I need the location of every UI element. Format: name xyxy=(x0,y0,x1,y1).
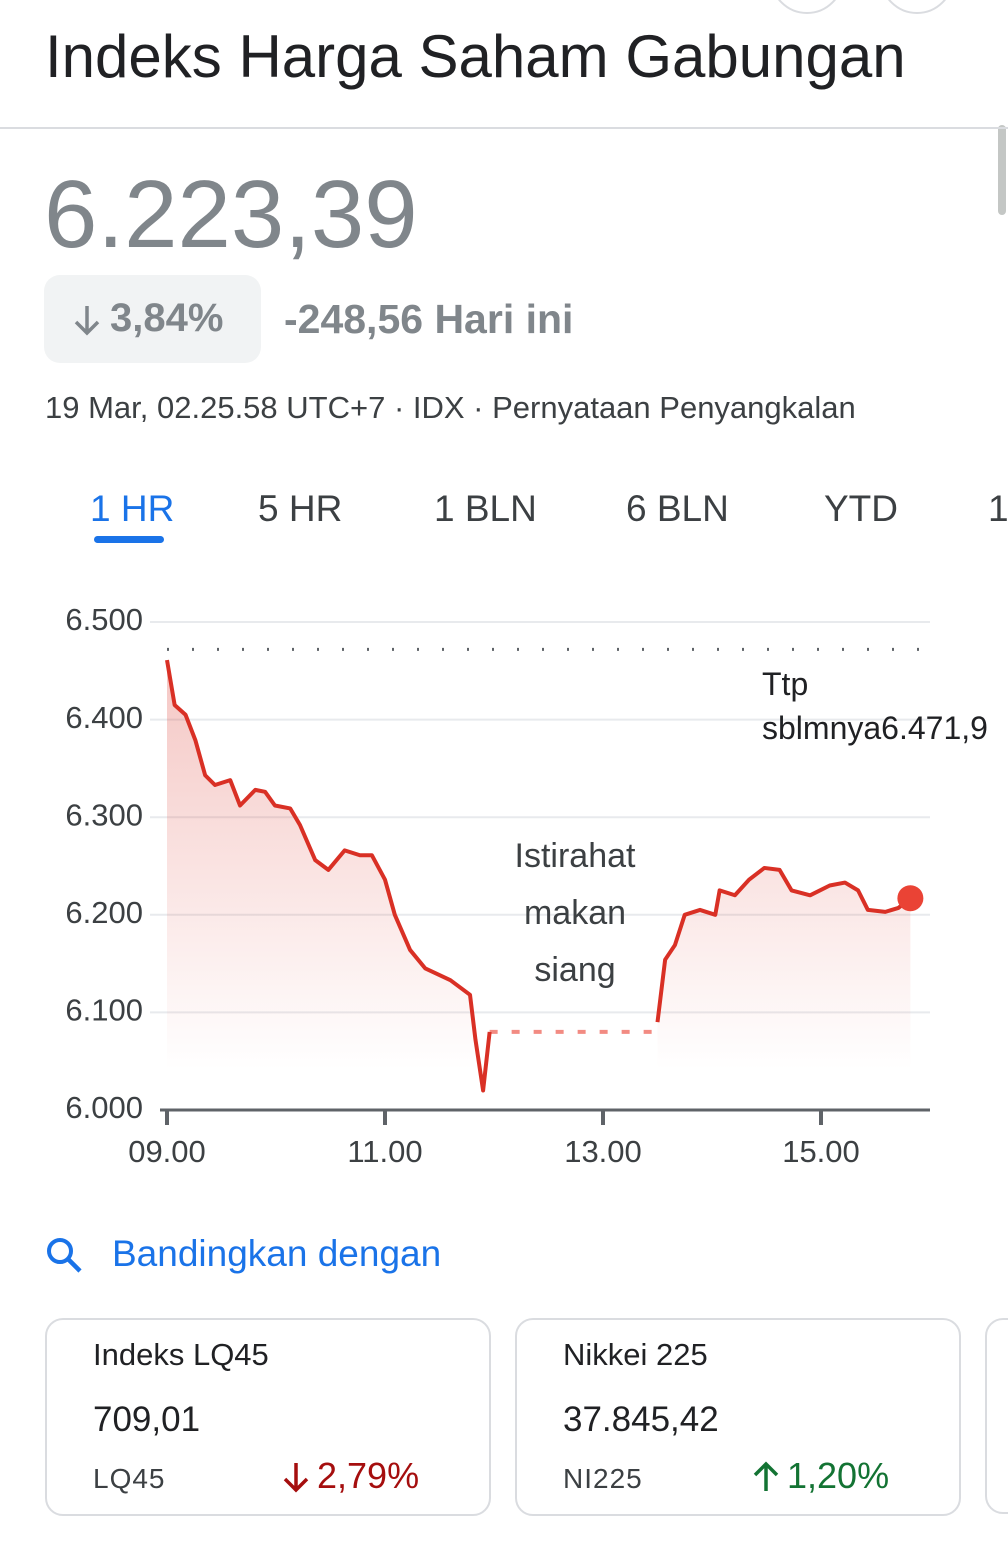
tab[interactable]: 1 HR xyxy=(90,488,175,529)
x-tick-label: 13.00 xyxy=(564,1134,642,1169)
card-change: 2,79% xyxy=(317,1455,420,1496)
change-chip: 3,84% xyxy=(44,275,261,363)
y-tick-label: 6.000 xyxy=(65,1090,143,1125)
quote-meta: 19 Mar, 02.25.58 UTC+7 · IDX · Pernyataa… xyxy=(45,390,856,425)
tab[interactable]: 5 HR xyxy=(258,488,343,529)
compare-card[interactable]: Nikkei 225 37.845,42 NI225 1,20% xyxy=(515,1318,961,1516)
tab[interactable]: 6 BLN xyxy=(626,488,729,529)
change: -248,56 Hari ini xyxy=(284,296,574,342)
area xyxy=(657,867,911,1110)
change-percent: 3,84% xyxy=(110,296,224,340)
compare-card[interactable]: Indeks LQ45 709,01 LQ45 2,79% xyxy=(45,1318,491,1516)
lunch-annotation: Istirahat makan siang xyxy=(514,837,636,989)
previous-close-label: Ttp sblmnya6.471,9 xyxy=(762,666,988,746)
card-ticker: LQ45 xyxy=(93,1463,166,1494)
x-tick-label: 15.00 xyxy=(782,1134,860,1169)
x-tick-label: 11.00 xyxy=(347,1134,422,1169)
up-arrow xyxy=(753,1461,779,1491)
card-value: 37.845,42 xyxy=(563,1400,719,1439)
tab[interactable]: 1 xyxy=(988,488,1008,529)
down-arrow xyxy=(283,1463,309,1493)
card-ticker: NI225 xyxy=(563,1463,643,1494)
card-name: Nikkei 225 xyxy=(563,1337,708,1372)
y-tick-label: 6.300 xyxy=(65,797,143,832)
down-arrow xyxy=(74,306,100,336)
y-tick-label: 6.500 xyxy=(65,602,143,637)
card-change: 1,20% xyxy=(787,1455,890,1496)
y-tick-label: 6.400 xyxy=(65,700,143,735)
price-line xyxy=(165,659,912,1093)
scrollbar xyxy=(998,125,1006,215)
tab-indicator xyxy=(94,536,164,543)
compare-link[interactable]: Bandingkan dengan xyxy=(112,1233,442,1274)
divider xyxy=(0,127,1008,129)
price: 6.223,39 xyxy=(44,161,418,268)
tab-strip: 1 HR 5 HR 1 BLN 6 BLN YTD 1 xyxy=(0,0,1008,560)
y-tick-label: 6.200 xyxy=(65,895,143,930)
y-tick-label: 6.100 xyxy=(65,993,143,1028)
card-value: 709,01 xyxy=(93,1400,201,1439)
compare-card[interactable] xyxy=(985,1318,1008,1514)
card-name: Indeks LQ45 xyxy=(93,1337,269,1372)
search-icon xyxy=(47,1238,82,1273)
page-title: Indeks Harga Saham Gabungan xyxy=(45,23,906,90)
last-point xyxy=(897,885,924,912)
tab[interactable]: YTD xyxy=(824,488,898,529)
tab[interactable]: 1 BLN xyxy=(434,488,537,529)
area xyxy=(167,660,490,1110)
x-tick-label: 09.00 xyxy=(128,1134,206,1169)
